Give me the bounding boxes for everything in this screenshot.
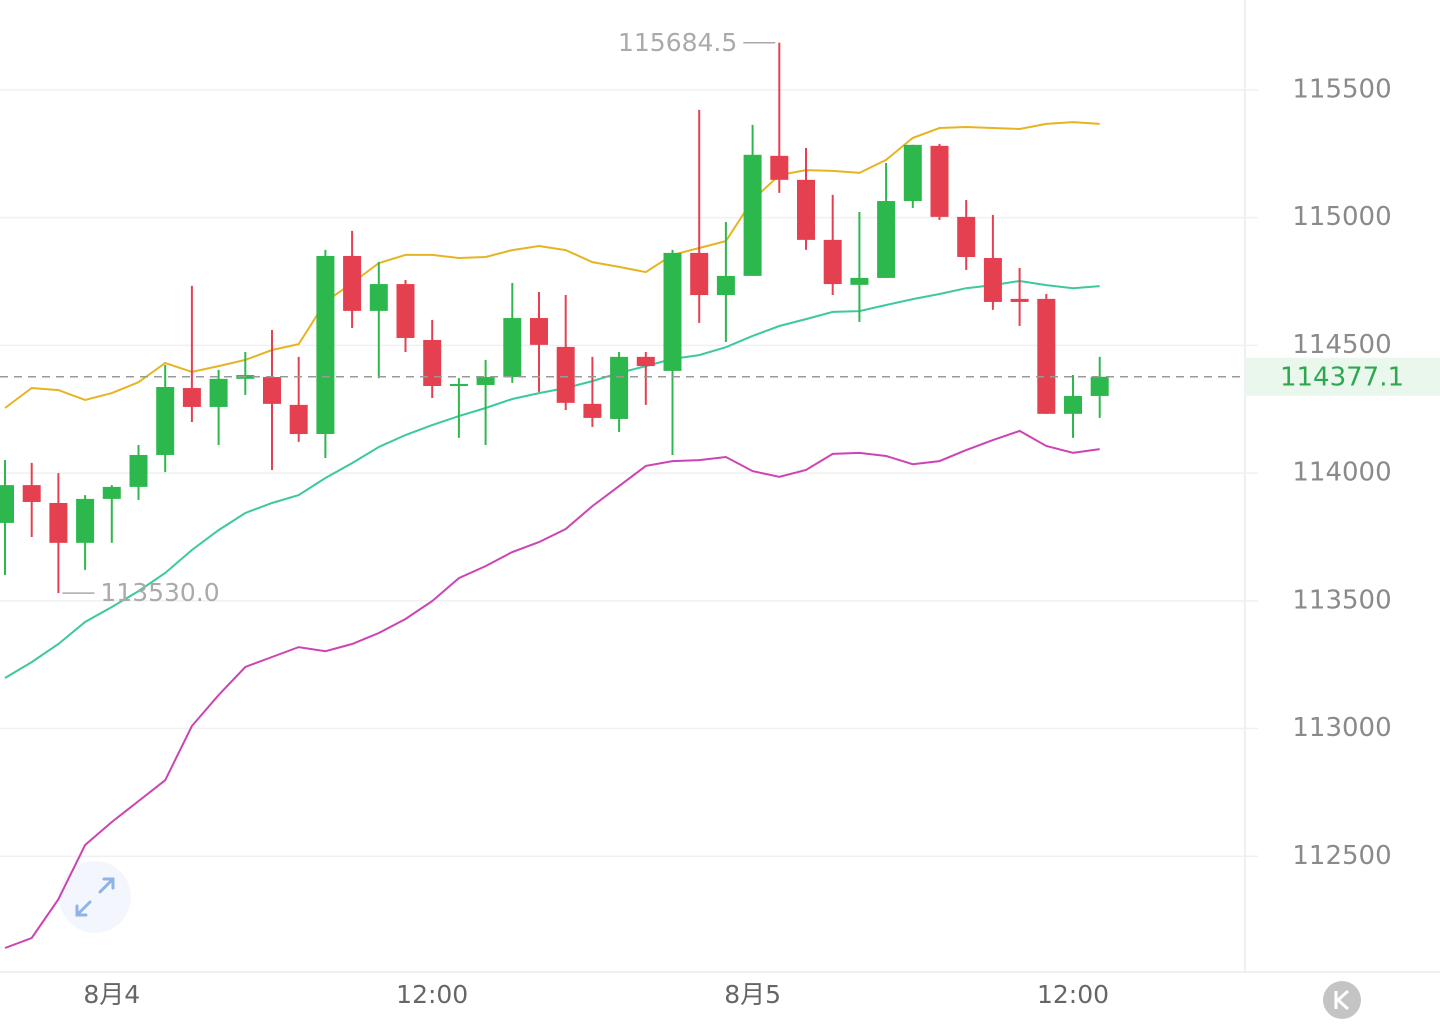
candle-body [263,377,281,404]
candle-body [850,277,869,285]
candle-body [343,255,362,311]
candle-body [983,258,1002,302]
expand-button[interactable] [59,861,131,933]
candle-body [316,255,335,435]
candle-body [182,388,201,407]
candle-body [823,239,842,285]
candle-body [1064,395,1082,414]
candle-body [0,485,14,523]
candle-body [556,346,575,403]
candle-body [423,340,442,386]
candle-body [903,144,922,202]
candle-body [1037,298,1056,414]
y-tick-label: 114000 [1292,458,1391,488]
last-price-tag [1245,357,1440,396]
candle-body [877,201,896,278]
candle-body [636,356,655,367]
candle-body [930,145,949,217]
candle-body [76,498,95,543]
k-bg [1323,981,1361,1019]
expand-bg [59,861,131,933]
x-tick-label: 8月5 [724,980,781,1009]
y-tick-label: 112500 [1292,841,1391,871]
x-tick-label: 8月4 [83,980,140,1009]
candle-body [102,486,121,499]
candle-body [369,284,388,311]
candle-body [289,404,308,435]
band-line [4,121,1100,409]
candle-body [476,377,495,385]
high-label: 115684.5 [618,28,737,57]
candle-body [743,154,762,276]
band-line [4,279,1100,679]
candle-body [957,216,976,257]
candle-body [129,454,148,487]
candle-body [1090,376,1109,396]
band-line [4,429,1100,949]
candle-body [583,403,602,418]
candle-body [690,252,709,296]
candle-body [1010,298,1029,302]
y-tick-label: 115000 [1292,202,1391,232]
candle-body [770,155,789,180]
candle-body [449,383,468,386]
candle-body [49,502,68,543]
y-tick-label: 115500 [1292,74,1391,104]
candle-body [503,318,522,378]
candle-body [22,485,41,502]
last-price-label: 114377.1 [1280,362,1404,392]
candle-body [396,284,415,338]
candle-body [716,275,735,296]
y-tick-label: 113000 [1292,713,1391,743]
k-icon [1334,989,1350,1011]
y-tick-label: 113500 [1292,585,1391,615]
candle-body [797,179,815,240]
y-tick-label: 114500 [1292,330,1391,360]
x-tick-label: 12:00 [396,980,468,1009]
low-label: 113530.0 [100,578,219,607]
candle-body [156,387,175,455]
candle-body [610,356,629,419]
candle-body [209,378,228,407]
expand-icon [75,877,115,917]
candle-body [530,318,548,345]
x-tick-label: 12:00 [1037,980,1109,1009]
candle-body [663,252,682,371]
k-button[interactable] [1323,981,1361,1019]
